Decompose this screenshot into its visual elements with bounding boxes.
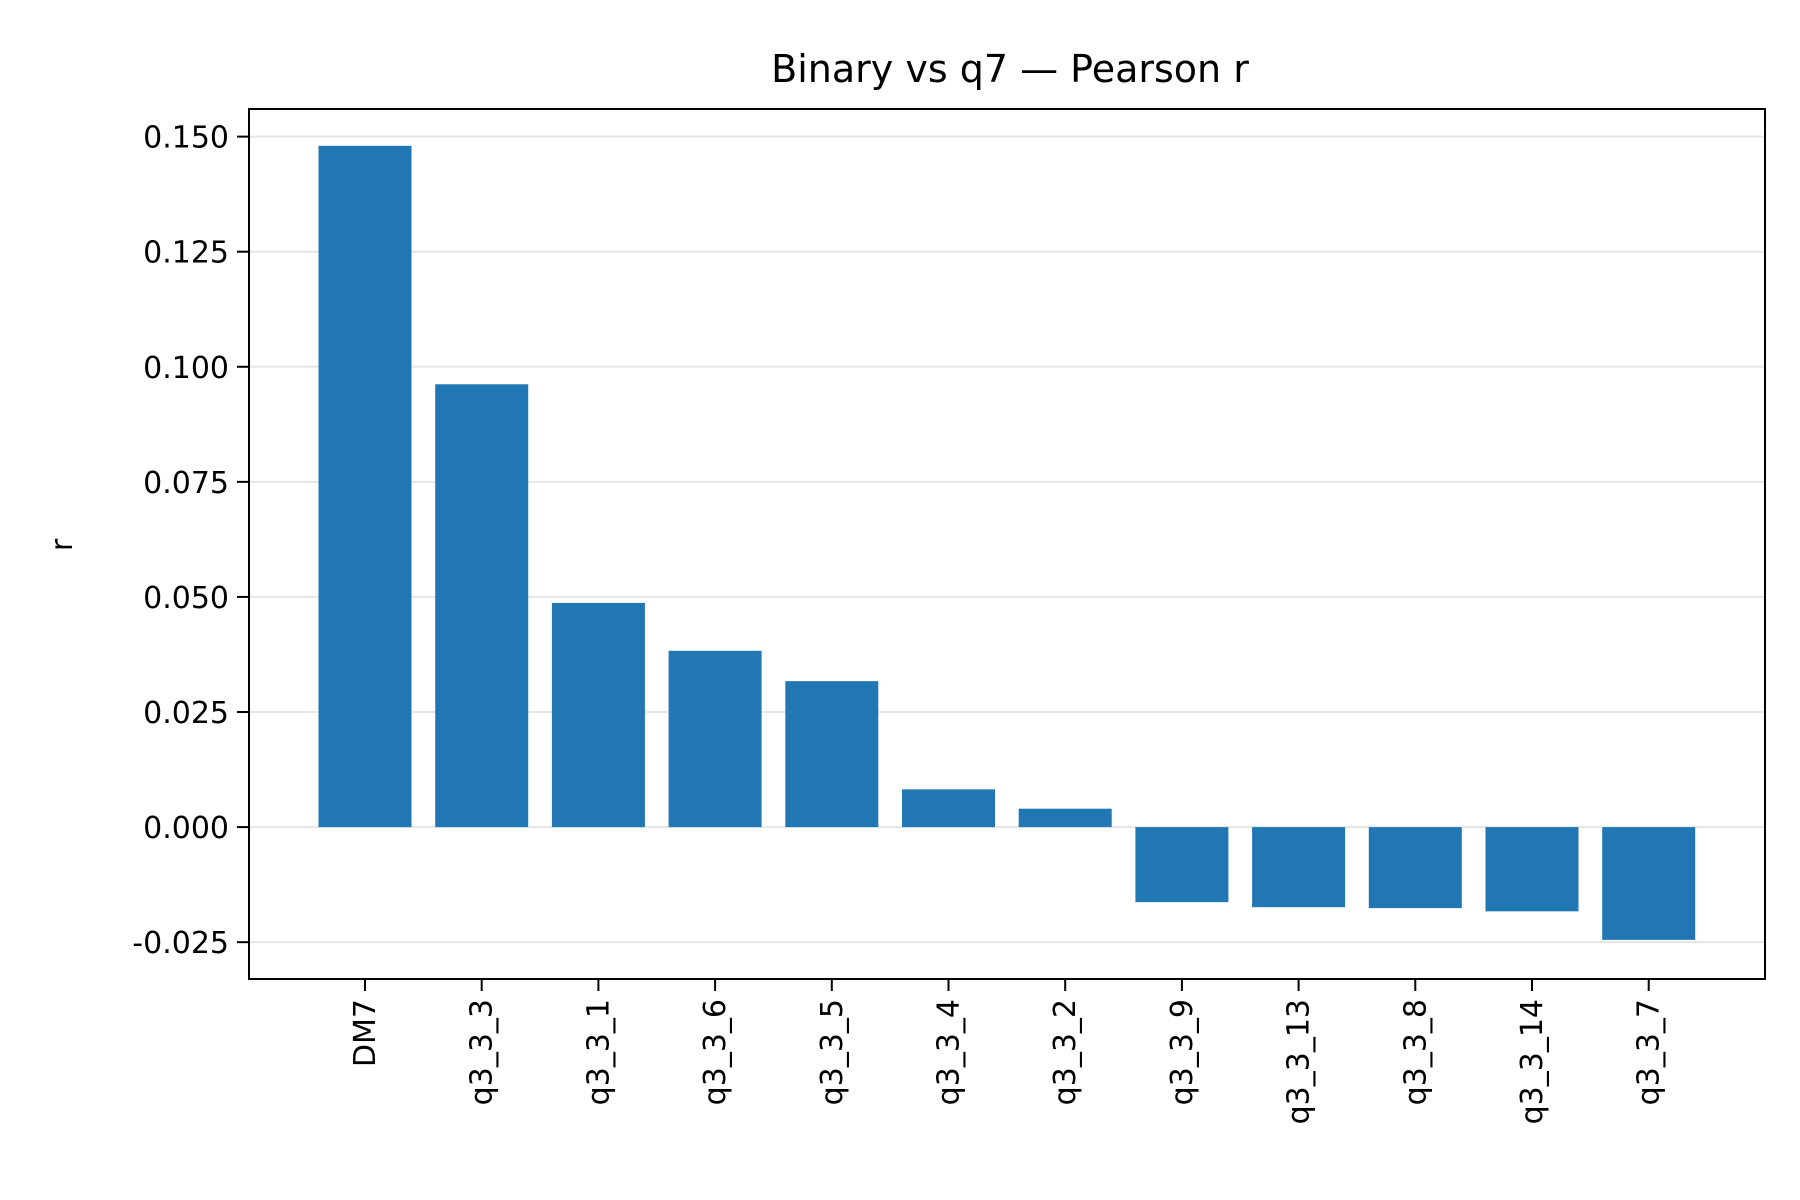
y-tick-label: 0.150 [143, 121, 229, 156]
x-axis-ticks: DM7 q3_3_3 q3_3_1 q3_3_6 q3_3_5 q3_3_4 q3_3_2 q… [348, 979, 1667, 1124]
chart-title: Binary vs q7 — Pearson r [771, 47, 1249, 91]
bars [318, 145, 1696, 940]
bar-q3_3_2 [1018, 808, 1112, 828]
x-tick-label: q3_3_8 [1398, 999, 1433, 1105]
bar-q3_3_6 [668, 650, 762, 828]
bar-q3_3_14 [1485, 827, 1579, 912]
bar-q3_3_5 [785, 681, 879, 828]
x-tick-label: q3_3_7 [1632, 999, 1667, 1105]
plot-frame [248, 108, 1766, 980]
y-tick-label: 0.050 [143, 581, 229, 616]
y-axis-title: r [45, 538, 80, 551]
bar-q3_3_3 [435, 384, 529, 828]
y-tick-label: 0.075 [143, 466, 229, 501]
x-tick-label: q3_3_3 [465, 999, 500, 1105]
bar-q3_3_1 [551, 602, 645, 828]
y-tick-label: 0.100 [143, 351, 229, 386]
bar-q3_3_7 [1602, 827, 1696, 940]
y-tick-label: 0.025 [143, 696, 229, 731]
y-tick-label: 0.000 [143, 811, 229, 846]
x-tick-label: q3_3_2 [1048, 999, 1083, 1105]
y-axis-ticks: -0.025 0.000 0.025 0.050 0.075 0.100 0.125 0.15… [132, 121, 249, 961]
bar-q3_3_9 [1135, 827, 1229, 903]
x-tick-label: q3_3_4 [932, 999, 967, 1105]
bar-DM7 [318, 145, 412, 828]
x-tick-label: q3_3_5 [815, 999, 850, 1105]
x-tick-label: q3_3_14 [1515, 999, 1550, 1124]
y-tick-label: 0.125 [143, 236, 229, 271]
x-tick-label: q3_3_1 [581, 999, 616, 1105]
x-tick-label: DM7 [348, 999, 383, 1067]
bar-q3_3_4 [902, 789, 995, 828]
bar-q3_3_8 [1368, 827, 1462, 909]
bar-q3_3_13 [1252, 827, 1346, 908]
x-tick-label: q3_3_9 [1165, 999, 1200, 1105]
x-tick-label: q3_3_13 [1282, 999, 1317, 1124]
y-tick-label: -0.025 [132, 926, 229, 961]
x-tick-label: q3_3_6 [698, 999, 733, 1105]
